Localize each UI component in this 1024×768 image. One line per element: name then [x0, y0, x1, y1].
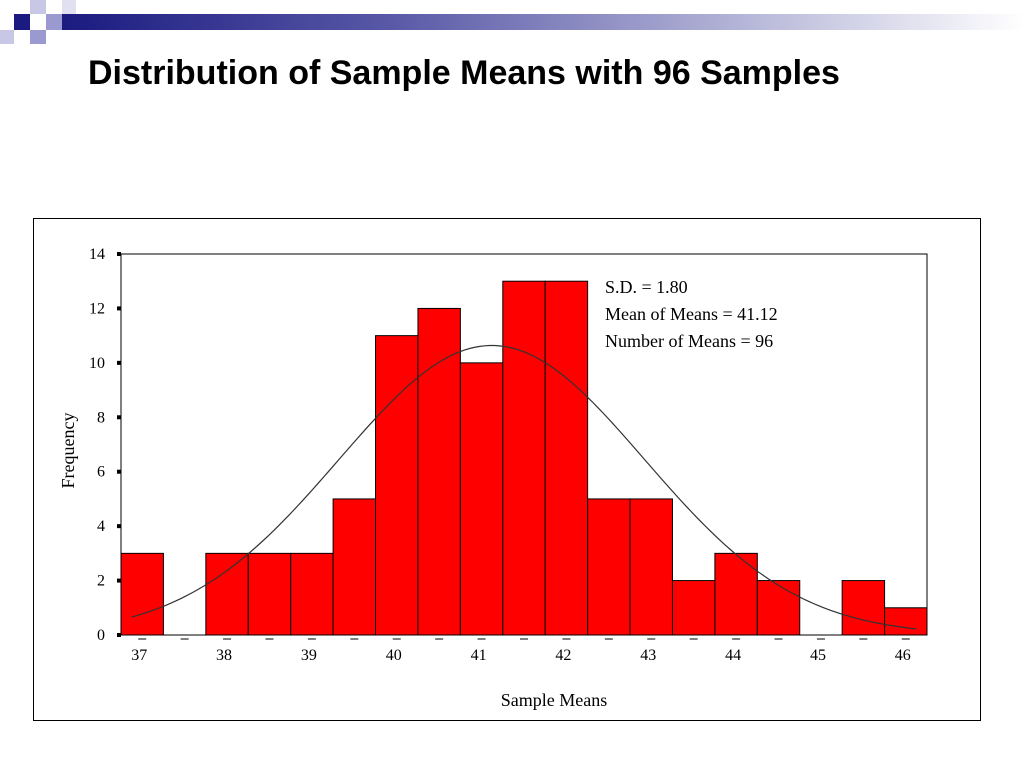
- y-tick-mark: [117, 360, 121, 365]
- y-tick-mark: [117, 524, 121, 529]
- y-tick-mark: [117, 306, 121, 311]
- histogram-bar: [756, 580, 801, 636]
- x-tick-label: 39: [301, 647, 317, 664]
- y-tick-mark: [117, 633, 121, 637]
- histogram-bar: [884, 607, 928, 636]
- x-axis: 37 38 39 40 41 42 43 44 45 46: [131, 638, 911, 664]
- annotation-count: Number of Means = 96: [605, 331, 773, 351]
- x-tick-label: 44: [725, 647, 741, 664]
- normal-curve: [131, 344, 917, 630]
- y-tick-label: 14: [89, 246, 105, 263]
- x-tick-label: 41: [471, 647, 487, 664]
- x-tick-label: 38: [216, 647, 232, 664]
- x-tick-label: 45: [810, 647, 826, 664]
- y-tick-label: 6: [97, 464, 105, 481]
- histogram-bar: [841, 580, 886, 636]
- histogram-bar: [544, 280, 589, 636]
- x-tick-label: 43: [640, 647, 656, 664]
- y-tick-mark: [117, 252, 121, 256]
- y-axis: 0 2 4 6 8 10 12 14: [89, 246, 121, 644]
- histogram-bar: [629, 498, 673, 636]
- histogram-bar: [459, 362, 504, 636]
- chart-frame: 0 2 4 6 8 10 12 14 37 38 39 40 41 42 43 44 45 46 Frequen…: [33, 218, 981, 721]
- x-tick-label: 46: [895, 647, 911, 664]
- square-grid-logo-icon: [0, 0, 1024, 58]
- histogram-bar: [417, 307, 461, 636]
- x-tick-label: 42: [555, 647, 571, 664]
- slide-title: Distribution of Sample Means with 96 Sam…: [88, 54, 840, 92]
- bars-layer: [120, 280, 928, 636]
- y-tick-label: 2: [97, 573, 105, 590]
- histogram-bar: [714, 552, 758, 636]
- histogram-bar: [205, 552, 249, 636]
- annotation-sd: S.D. = 1.80: [605, 277, 688, 297]
- histogram-bar: [502, 280, 546, 636]
- x-axis-label: Sample Means: [501, 690, 607, 710]
- histogram-bar: [671, 580, 716, 636]
- y-tick-label: 8: [97, 409, 105, 426]
- y-tick-mark: [117, 415, 121, 420]
- histogram-bar: [587, 498, 631, 636]
- histogram-bar: [290, 552, 334, 636]
- y-tick-mark: [117, 578, 121, 583]
- y-tick-mark: [117, 469, 121, 474]
- y-axis-label: Frequency: [58, 413, 78, 489]
- histogram-bar: [332, 498, 377, 636]
- histogram-bar: [120, 552, 164, 636]
- y-tick-label: 12: [89, 300, 105, 317]
- histogram-bar: [375, 335, 419, 636]
- x-tick-label: 40: [386, 647, 402, 664]
- histogram-bar: [247, 552, 292, 636]
- y-tick-label: 4: [97, 518, 105, 535]
- x-tick-label: 37: [131, 647, 147, 664]
- y-tick-label: 0: [97, 627, 105, 644]
- annotation-mean: Mean of Means = 41.12: [605, 304, 778, 324]
- plot-area-frame: [120, 253, 928, 636]
- y-tick-label: 10: [89, 355, 105, 372]
